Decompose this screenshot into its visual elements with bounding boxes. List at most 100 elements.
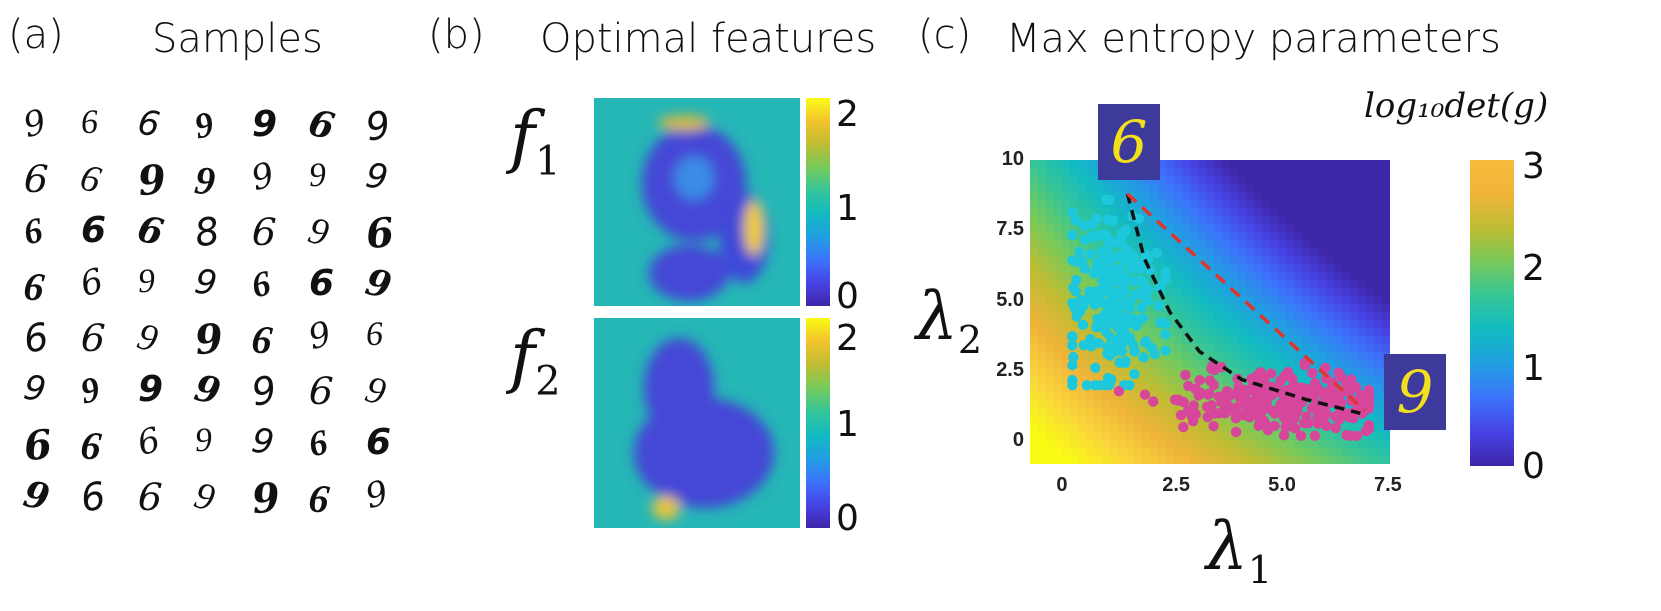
y-tick-label: 10 xyxy=(1001,148,1024,170)
scatter-point xyxy=(1081,379,1093,391)
sample-digit: 9 xyxy=(361,472,393,518)
sample-digit: 6 xyxy=(307,368,335,414)
scatter-point xyxy=(1260,395,1272,407)
scatter-point xyxy=(1234,392,1245,404)
scatter-series-1 xyxy=(1113,358,1375,442)
sample-digit: 6 xyxy=(366,422,392,463)
scatter-point xyxy=(1124,379,1135,391)
scatter-point xyxy=(1125,295,1136,307)
scatter-point xyxy=(1067,229,1078,241)
sample-digit: 6 xyxy=(21,420,55,471)
sample-digit: 6 xyxy=(304,101,339,149)
scatter-point xyxy=(1137,313,1148,324)
scatter-point xyxy=(1118,272,1129,283)
scatter-point xyxy=(1070,285,1082,297)
scatter-point xyxy=(1133,213,1144,224)
sample-digit: 9 xyxy=(308,156,327,195)
scatter-point xyxy=(1269,420,1280,432)
sample-digit: 8 xyxy=(191,208,223,256)
scatter-point xyxy=(1140,336,1152,347)
scatter-point xyxy=(1202,389,1214,400)
sample-digit: 6 xyxy=(309,263,335,304)
scatter-point xyxy=(1085,333,1096,345)
scatter-point xyxy=(1153,300,1164,311)
sample-digit: 6 xyxy=(80,103,99,142)
f2-colorbar-tick: 0 xyxy=(836,498,859,539)
scatter-point xyxy=(1219,408,1231,419)
scatter-point xyxy=(1148,396,1159,407)
scatter-point xyxy=(1136,302,1147,313)
scatter-point xyxy=(1078,340,1089,351)
scatter-point xyxy=(1272,405,1283,416)
sample-digit: 6 xyxy=(20,209,46,253)
f2-feature-map xyxy=(594,318,800,528)
scatter-point xyxy=(1067,207,1078,218)
sample-digit: 6 xyxy=(250,209,278,255)
scatter-point xyxy=(1222,399,1234,411)
scatter-point xyxy=(1067,331,1078,342)
scatter-point xyxy=(1101,194,1112,205)
scatter-point xyxy=(1071,215,1082,226)
sample-digit: 9 xyxy=(135,155,169,206)
sample-digit: 9 xyxy=(189,474,220,520)
heatmap-colorbar xyxy=(1470,160,1514,466)
sample-digit: 9 xyxy=(249,420,277,464)
scatter-point xyxy=(1104,264,1116,276)
scatter-point xyxy=(1089,298,1100,309)
scatter-point xyxy=(1067,360,1078,371)
scatter-point xyxy=(1101,248,1113,260)
scatter-series-0 xyxy=(1067,194,1171,391)
sample-digit: 9 xyxy=(303,209,334,255)
scatter-point xyxy=(1113,386,1125,397)
scatter-point xyxy=(1304,388,1315,399)
sample-digit: 9 xyxy=(77,368,103,412)
scatter-point xyxy=(1137,289,1148,301)
scatter-point xyxy=(1295,430,1307,442)
scatter-point xyxy=(1253,388,1264,400)
scatter-point xyxy=(1299,418,1310,429)
sample-digit: 9 xyxy=(192,314,226,365)
scatter-point xyxy=(1363,423,1375,435)
scatter-point xyxy=(1084,286,1095,297)
panel-c-letter: (c) xyxy=(918,12,972,58)
heatmap-colorbar-tick: 0 xyxy=(1522,446,1545,487)
scatter-point xyxy=(1259,371,1270,383)
x-tick-label: 2.5 xyxy=(1162,474,1191,496)
scatter-point xyxy=(1221,385,1233,397)
sample-digit: 9 xyxy=(19,472,54,520)
scatter-point xyxy=(1330,411,1341,422)
scatter-point xyxy=(1259,418,1271,429)
sample-digit: 9 xyxy=(360,368,391,414)
scatter-point xyxy=(1280,421,1291,433)
scatter-point xyxy=(1118,280,1129,292)
scatter-point xyxy=(1351,430,1362,442)
x-tick-label: 7.5 xyxy=(1374,474,1402,496)
scatter-point xyxy=(1092,313,1103,325)
scatter-point xyxy=(1160,266,1171,278)
scatter-point xyxy=(1289,413,1300,424)
scatter-point xyxy=(1334,388,1345,400)
scatter-point xyxy=(1114,263,1126,274)
y-tick-label: 5.0 xyxy=(996,288,1024,311)
sample-digit: 6 xyxy=(135,102,163,146)
sample-digit: 9 xyxy=(138,369,164,410)
scatter-point xyxy=(1090,362,1101,373)
scatter-point xyxy=(1085,248,1096,260)
scatter-point xyxy=(1121,255,1133,267)
sample-digit: 6 xyxy=(133,419,165,465)
scatter-point xyxy=(1160,329,1171,340)
x-tick-label: 5.0 xyxy=(1268,474,1296,496)
sample-digit: 9 xyxy=(19,101,51,147)
heatmap-colorbar-tick: 3 xyxy=(1522,146,1545,187)
scatter-point xyxy=(1119,357,1131,369)
heatmap-colorbar-tick: 2 xyxy=(1522,248,1545,289)
scatter-point xyxy=(1068,351,1079,363)
f2-colorbar xyxy=(806,318,830,528)
sample-digit: 9 xyxy=(21,367,49,411)
sample-digit: 9 xyxy=(194,421,213,460)
panel-a-letter: (a) xyxy=(8,12,64,58)
scatter-point xyxy=(1155,317,1166,328)
scatter-point xyxy=(1113,250,1124,262)
y-tick-label: 7.5 xyxy=(996,218,1024,241)
